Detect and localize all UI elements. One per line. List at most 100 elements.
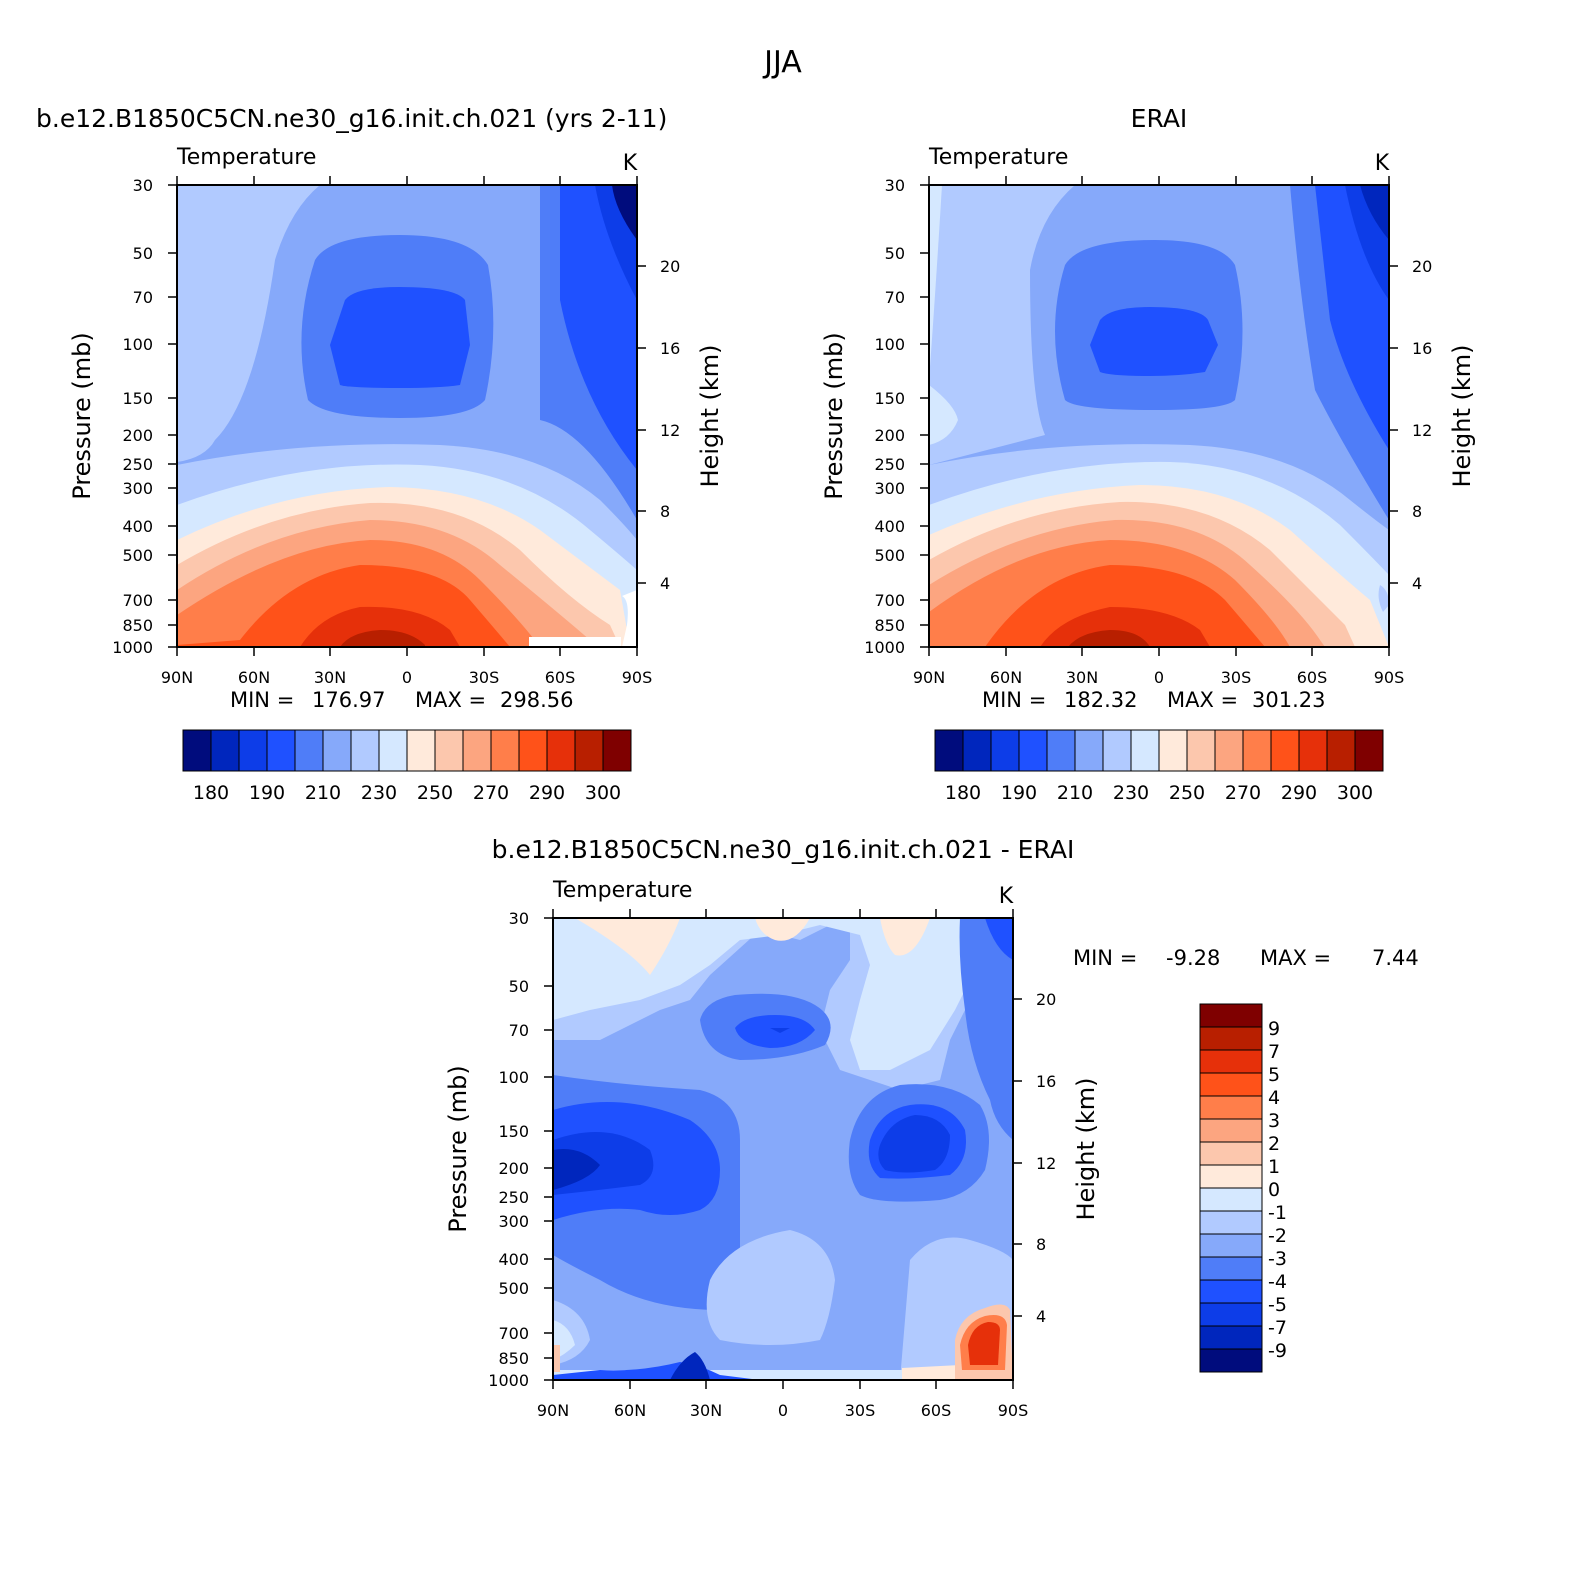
y-axis-title: Pressure (mb) bbox=[820, 332, 848, 499]
panel-model-y-labels: 30 50 70 100 150 200 250 300 400 500 700… bbox=[112, 176, 153, 657]
colorbar-label: 300 bbox=[1337, 782, 1373, 804]
colorbar-label: -1 bbox=[1268, 1202, 1287, 1224]
colorbar-box bbox=[546, 729, 576, 772]
max-label: MAX = bbox=[1167, 688, 1238, 712]
y-tick-label: 100 bbox=[498, 1068, 529, 1087]
y-tick-label: 300 bbox=[874, 479, 905, 498]
colorbar-box bbox=[1199, 1164, 1263, 1189]
y-tick-label: 100 bbox=[874, 335, 905, 354]
y-tick-label: 1000 bbox=[112, 638, 153, 657]
colorbar-box bbox=[1199, 1141, 1263, 1166]
y-axis-title: Pressure (mb) bbox=[68, 332, 96, 499]
colorbar-box bbox=[1199, 1348, 1263, 1373]
colorbar-box bbox=[1199, 1049, 1263, 1074]
panel-model-ticks bbox=[168, 176, 646, 656]
x-tick-label: 60N bbox=[614, 1401, 646, 1420]
panel-diff-title: b.e12.B1850C5CN.ne30_g16.init.ch.021 - E… bbox=[492, 835, 1075, 864]
figure-title: JJA bbox=[762, 45, 802, 80]
colorbar-label: 1 bbox=[1268, 1156, 1280, 1178]
colorbar-label: 290 bbox=[529, 782, 565, 804]
colorbar-label: 270 bbox=[1225, 782, 1261, 804]
x-tick-label: 90S bbox=[622, 668, 653, 687]
panel-model-field bbox=[177, 185, 637, 647]
colorbar-box bbox=[990, 729, 1020, 772]
colorbar-box bbox=[1199, 1118, 1263, 1143]
y-tick-label: 150 bbox=[498, 1122, 529, 1141]
colorbar-label: -4 bbox=[1268, 1271, 1287, 1293]
colorbar-box bbox=[1199, 1072, 1263, 1097]
y-tick-label: 400 bbox=[498, 1250, 529, 1269]
panel-diff-subtitle: Temperature bbox=[552, 878, 692, 903]
x-tick-label: 60S bbox=[921, 1401, 952, 1420]
colorbar-label: 190 bbox=[249, 782, 285, 804]
colorbar-model bbox=[182, 729, 632, 772]
y-tick-label: 150 bbox=[122, 389, 153, 408]
y-tick-label: 70 bbox=[885, 288, 905, 307]
y-tick-label: 150 bbox=[874, 389, 905, 408]
min-label: MIN = bbox=[1073, 946, 1137, 970]
y-tick-label: 300 bbox=[498, 1212, 529, 1231]
panel-model-subtitle: Temperature bbox=[176, 145, 316, 170]
colorbar-label: 230 bbox=[361, 782, 397, 804]
colorbar-label: 0 bbox=[1268, 1179, 1280, 1201]
y-tick-label: 400 bbox=[122, 517, 153, 536]
colorbar-label: 4 bbox=[1268, 1087, 1280, 1109]
colorbar-label: 190 bbox=[1001, 782, 1037, 804]
y-axis-right-title: Height (km) bbox=[1072, 1078, 1100, 1221]
height-tick-label: 12 bbox=[1036, 1154, 1056, 1173]
x-tick-label: 30S bbox=[1221, 668, 1252, 687]
colorbar-label: 230 bbox=[1113, 782, 1149, 804]
panel-obs-title: ERAI bbox=[1131, 104, 1188, 133]
y-tick-label: 50 bbox=[509, 977, 529, 996]
height-tick-label: 4 bbox=[660, 574, 670, 593]
max-value: 301.23 bbox=[1252, 688, 1325, 712]
panel-model-right-labels: 20 16 12 8 4 bbox=[660, 257, 680, 593]
colorbar-label: 180 bbox=[945, 782, 981, 804]
x-tick-label: 30N bbox=[690, 1401, 722, 1420]
panel-diff-units: K bbox=[999, 884, 1014, 909]
y-tick-label: 200 bbox=[498, 1159, 529, 1178]
colorbar-box bbox=[602, 729, 632, 772]
colorbar-box bbox=[1214, 729, 1244, 772]
colorbar-box bbox=[1186, 729, 1216, 772]
y-tick-label: 100 bbox=[122, 335, 153, 354]
colorbar-box bbox=[1102, 729, 1132, 772]
panel-model-x-labels: 90N 60N 30N 0 30S 60S 90S bbox=[161, 668, 652, 687]
y-tick-label: 700 bbox=[498, 1324, 529, 1343]
min-label: MIN = bbox=[982, 688, 1046, 712]
colorbar-label: 210 bbox=[305, 782, 341, 804]
max-label: MAX = bbox=[1260, 946, 1331, 970]
colorbar-label: 7 bbox=[1268, 1041, 1280, 1063]
colorbar-box bbox=[1130, 729, 1160, 772]
y-tick-label: 1000 bbox=[488, 1371, 529, 1390]
x-tick-label: 60N bbox=[990, 668, 1022, 687]
colorbar-box bbox=[238, 729, 268, 772]
colorbar-label: 3 bbox=[1268, 1110, 1280, 1132]
x-tick-label: 30N bbox=[1066, 668, 1098, 687]
colorbar-label: 210 bbox=[1057, 782, 1093, 804]
x-tick-label: 90S bbox=[998, 1401, 1029, 1420]
colorbar-box bbox=[1199, 1256, 1263, 1281]
y-tick-label: 200 bbox=[122, 426, 153, 445]
colorbar-label: -3 bbox=[1268, 1248, 1287, 1270]
y-axis-right-title: Height (km) bbox=[696, 345, 724, 488]
y-tick-label: 30 bbox=[885, 176, 905, 195]
colorbar-diff-labels: 9 7 5 4 3 2 1 0 -1 -2 -3 -4 -5 -7 -9 bbox=[1268, 1018, 1287, 1362]
y-tick-label: 250 bbox=[498, 1188, 529, 1207]
panel-obs-x-labels: 90N 60N 30N 0 30S 60S 90S bbox=[913, 668, 1404, 687]
colorbar-box bbox=[1199, 1026, 1263, 1051]
colorbar-box bbox=[1270, 729, 1300, 772]
x-tick-label: 0 bbox=[402, 668, 412, 687]
panel-obs-y-labels: 30 50 70 100 150 200 250 300 400 500 700… bbox=[864, 176, 905, 657]
min-label: MIN = bbox=[230, 688, 294, 712]
height-tick-label: 16 bbox=[1412, 339, 1432, 358]
y-tick-label: 250 bbox=[122, 455, 153, 474]
panel-obs-ticks bbox=[920, 176, 1398, 656]
y-tick-label: 700 bbox=[874, 591, 905, 610]
height-tick-label: 8 bbox=[660, 502, 670, 521]
y-axis-right-title: Height (km) bbox=[1448, 345, 1476, 488]
y-tick-label: 850 bbox=[122, 616, 153, 635]
colorbar-box bbox=[210, 729, 240, 772]
colorbar-box bbox=[182, 729, 212, 772]
colorbar-label: 250 bbox=[417, 782, 453, 804]
